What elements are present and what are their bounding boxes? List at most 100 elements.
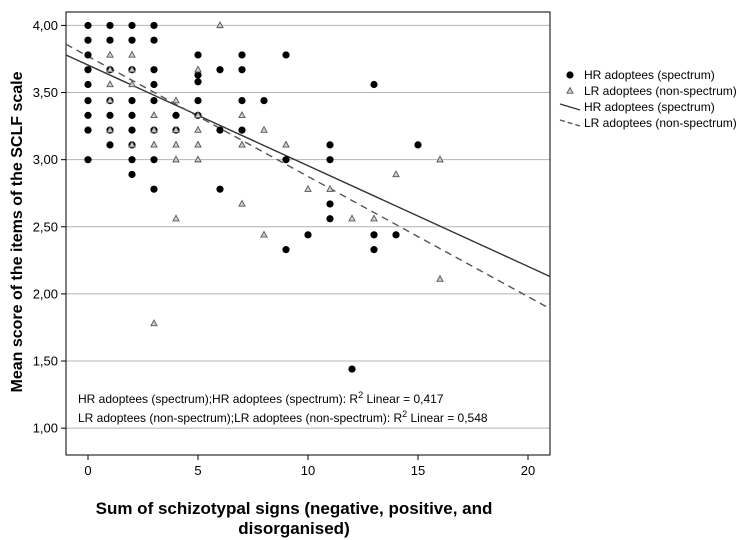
- data-point-hr: [128, 111, 136, 119]
- x-tick-label: 10: [301, 463, 315, 478]
- data-point-lr: [194, 65, 202, 73]
- data-point-hr: [128, 36, 136, 44]
- y-tick-label: 2,00: [33, 286, 58, 301]
- fit-line: [65, 54, 551, 278]
- data-point-lr: [326, 184, 334, 192]
- x-axis-title-line-1: Sum of schizotypal signs (negative, posi…: [96, 499, 493, 518]
- data-point-lr: [150, 111, 158, 119]
- data-point-hr: [128, 21, 136, 30]
- data-point-hr: [106, 141, 114, 149]
- data-point-lr: [392, 170, 400, 178]
- data-point-lr: [150, 140, 158, 148]
- data-point-hr: [84, 111, 92, 119]
- data-point-hr: [150, 21, 158, 30]
- data-point-hr: [150, 97, 158, 105]
- data-point-lr: [216, 21, 224, 29]
- data-point-hr: [106, 21, 114, 30]
- data-point-hr: [370, 80, 378, 89]
- data-point-hr: [414, 141, 422, 149]
- data-point-hr: [84, 80, 92, 89]
- data-point-lr: [238, 140, 246, 148]
- data-point-hr: [128, 170, 136, 179]
- data-point-hr: [106, 36, 114, 44]
- data-point-lr: [106, 65, 114, 73]
- r2-annotation: HR adoptees (spectrum);HR adoptees (spec…: [78, 390, 444, 406]
- data-point-lr: [172, 155, 180, 163]
- data-point-lr: [172, 125, 180, 133]
- data-points: [84, 21, 444, 373]
- data-point-hr: [128, 97, 136, 105]
- data-point-lr: [194, 155, 202, 163]
- data-point-hr: [150, 36, 158, 44]
- y-tick-label: 1,00: [33, 421, 58, 436]
- legend-label: HR adoptees (spectrum): [584, 68, 715, 82]
- r2-annotation: LR adoptees (non-spectrum);LR adoptees (…: [78, 409, 488, 425]
- data-point-lr: [436, 155, 444, 163]
- data-point-hr: [84, 97, 92, 105]
- data-point-lr: [106, 80, 114, 88]
- data-point-hr: [172, 111, 180, 119]
- data-point-hr: [392, 231, 400, 239]
- data-point-hr: [84, 36, 92, 44]
- data-point-lr: [106, 50, 114, 58]
- data-point-hr: [326, 141, 334, 149]
- data-point-lr: [128, 140, 136, 148]
- data-point-hr: [216, 66, 224, 74]
- data-point-hr: [282, 246, 290, 254]
- data-point-lr: [128, 65, 136, 73]
- data-point-hr: [326, 200, 334, 208]
- data-point-hr: [304, 231, 312, 239]
- data-point-hr: [150, 185, 158, 193]
- legend-marker-dot: [566, 71, 574, 79]
- data-point-hr: [194, 78, 202, 86]
- data-point-lr: [172, 214, 180, 222]
- data-point-lr: [194, 125, 202, 133]
- r2-annotations: HR adoptees (spectrum);HR adoptees (spec…: [78, 390, 488, 425]
- data-point-hr: [150, 156, 158, 164]
- y-tick-label: 4,00: [33, 18, 58, 33]
- x-tick-label: 20: [521, 463, 535, 478]
- y-tick-label: 1,50: [33, 354, 58, 369]
- data-point-hr: [370, 231, 378, 239]
- data-point-lr: [348, 214, 356, 222]
- data-point-lr: [238, 199, 246, 207]
- data-point-hr: [84, 156, 92, 164]
- data-point-lr: [106, 125, 114, 133]
- data-point-hr: [238, 126, 246, 134]
- y-tick-label: 3,00: [33, 152, 58, 167]
- legend: HR adoptees (spectrum) LR adoptees (non-s…: [559, 68, 737, 130]
- data-point-hr: [128, 126, 136, 134]
- data-point-hr: [238, 97, 246, 105]
- data-point-hr: [326, 215, 334, 223]
- data-point-lr: [238, 111, 246, 119]
- data-point-lr: [128, 50, 136, 58]
- data-point-hr: [260, 97, 268, 105]
- data-point-hr: [84, 51, 92, 59]
- data-point-hr: [194, 71, 202, 79]
- legend-line-dashed: [559, 119, 581, 127]
- data-point-hr: [238, 66, 246, 74]
- data-point-lr: [260, 230, 268, 238]
- data-point-hr: [194, 51, 202, 59]
- legend-label: LR adoptees (non-spectrum): [584, 84, 737, 98]
- data-point-hr: [282, 51, 290, 59]
- y-tick-label: 3,50: [33, 85, 58, 100]
- data-point-lr: [282, 140, 290, 148]
- data-point-hr: [150, 80, 158, 89]
- data-point-hr: [84, 21, 92, 30]
- data-point-hr: [238, 51, 246, 59]
- data-point-hr: [282, 156, 290, 164]
- data-point-lr: [172, 96, 180, 104]
- data-point-hr: [106, 111, 114, 119]
- data-point-lr: [150, 319, 158, 327]
- data-point-hr: [128, 156, 136, 164]
- data-point-lr: [370, 214, 378, 222]
- x-tick-label: 15: [411, 463, 425, 478]
- grid-lines: [66, 24, 550, 429]
- data-point-lr: [150, 125, 158, 133]
- legend-label: LR adoptees (non-spectrum): [584, 116, 737, 130]
- data-point-hr: [216, 185, 224, 193]
- data-point-lr: [436, 274, 444, 282]
- legend-marker-triangle: [566, 86, 574, 94]
- data-point-hr: [194, 97, 202, 105]
